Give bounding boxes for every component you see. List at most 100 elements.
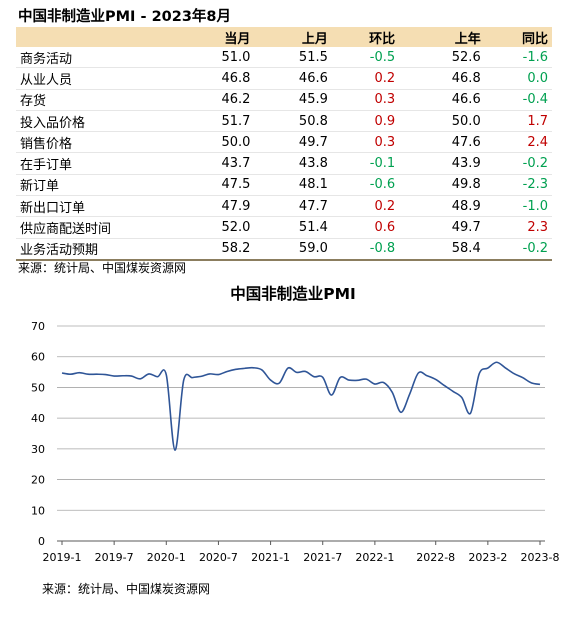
row-previous: 46.6 [254, 67, 332, 90]
table-row: 新订单 47.5 48.1 -0.6 49.8 -2.3 [16, 174, 552, 197]
x-tick-label: 2023-8 [521, 551, 560, 564]
row-name: 从业人员 [16, 67, 177, 90]
row-name: 销售价格 [16, 131, 177, 154]
row-previous: 51.5 [254, 47, 332, 69]
x-tick-label: 2022-8 [416, 551, 455, 564]
header-name [16, 27, 177, 47]
row-mom: 0.9 [331, 110, 400, 133]
row-mom: -0.8 [331, 238, 400, 261]
header-yoy: 同比 [484, 27, 552, 47]
y-tick-label: 20 [31, 474, 45, 487]
row-mom: -0.6 [331, 174, 400, 197]
row-yoy: -0.4 [484, 89, 552, 111]
table-header-row: 当月 上月 环比 上年 同比 [16, 27, 552, 47]
row-current: 50.0 [177, 131, 255, 154]
row-previous: 47.7 [254, 195, 332, 218]
row-mom: -0.1 [331, 152, 400, 175]
table-row: 投入品价格 51.7 50.8 0.9 50.0 1.7 [16, 110, 552, 133]
row-current: 58.2 [177, 238, 255, 261]
row-yoy: 2.3 [484, 216, 552, 239]
table-row: 供应商配送时间 52.0 51.4 0.6 49.7 2.3 [16, 216, 552, 239]
row-mom: 0.3 [331, 131, 400, 154]
chart-title: 中国非制造业PMI [230, 284, 356, 303]
row-current: 52.0 [177, 216, 255, 239]
row-mom: 0.3 [331, 89, 400, 111]
row-current: 46.8 [177, 67, 255, 90]
series-line [61, 361, 541, 451]
row-last-year: 43.9 [399, 152, 485, 175]
row-previous: 51.4 [254, 216, 332, 239]
row-name: 投入品价格 [16, 110, 177, 133]
x-tick-label: 2021-7 [303, 551, 342, 564]
row-previous: 48.1 [254, 174, 332, 197]
header-previous: 上月 [254, 27, 332, 47]
row-yoy: -1.6 [484, 47, 552, 69]
row-previous: 59.0 [254, 238, 332, 261]
row-name: 新出口订单 [16, 195, 177, 218]
header-current: 当月 [177, 27, 255, 47]
pmi-table: 当月 上月 环比 上年 同比 商务活动 51.0 51.5 -0.5 52.6 -1.6 从… [16, 27, 552, 261]
table-row: 存货 46.2 45.9 0.3 46.6 -0.4 [16, 89, 552, 111]
source-note-top: 来源：统计局、中国煤炭资源网 [18, 261, 187, 275]
row-last-year: 58.4 [399, 238, 485, 261]
row-last-year: 49.7 [399, 216, 485, 239]
table-row: 销售价格 50.0 49.7 0.3 47.6 2.4 [16, 131, 552, 154]
row-last-year: 50.0 [399, 110, 485, 133]
x-tick-label: 2022-1 [355, 551, 394, 564]
row-yoy: 2.4 [484, 131, 552, 154]
row-last-year: 46.8 [399, 67, 485, 90]
row-name: 商务活动 [16, 47, 177, 69]
row-yoy: -2.3 [484, 174, 552, 197]
page-title: 中国非制造业PMI - 2023年8月 [18, 9, 232, 25]
row-yoy: 0.0 [484, 67, 552, 90]
row-previous: 50.8 [254, 110, 332, 133]
row-mom: -0.5 [331, 47, 400, 69]
table-row: 商务活动 51.0 51.5 -0.5 52.6 -1.6 [16, 47, 552, 69]
row-current: 51.0 [177, 47, 255, 69]
row-yoy: -1.0 [484, 195, 552, 218]
row-name: 存货 [16, 89, 177, 111]
row-mom: 0.2 [331, 195, 400, 218]
y-tick-label: 40 [31, 412, 45, 425]
header-mom: 环比 [331, 27, 400, 47]
row-name: 新订单 [16, 174, 177, 197]
row-current: 47.5 [177, 174, 255, 197]
y-tick-label: 10 [31, 504, 45, 517]
row-last-year: 49.8 [399, 174, 485, 197]
row-current: 47.9 [177, 195, 255, 218]
x-tick-label: 2020-1 [147, 551, 186, 564]
header-last-year: 上年 [399, 27, 485, 47]
row-name: 供应商配送时间 [16, 216, 177, 239]
row-yoy: -0.2 [484, 152, 552, 175]
row-name: 在手订单 [16, 152, 177, 175]
row-previous: 43.8 [254, 152, 332, 175]
table-row: 在手订单 43.7 43.8 -0.1 43.9 -0.2 [16, 152, 552, 175]
table-row: 业务活动预期 58.2 59.0 -0.8 58.4 -0.2 [16, 238, 552, 261]
row-current: 51.7 [177, 110, 255, 133]
table-row: 从业人员 46.8 46.6 0.2 46.8 0.0 [16, 67, 552, 90]
table-row: 新出口订单 47.9 47.7 0.2 48.9 -1.0 [16, 195, 552, 218]
x-tick-label: 2023-2 [468, 551, 507, 564]
y-tick-label: 0 [38, 535, 45, 548]
y-tick-label: 50 [31, 381, 45, 394]
y-tick-label: 60 [31, 351, 45, 364]
row-current: 43.7 [177, 152, 255, 175]
row-yoy: -0.2 [484, 238, 552, 261]
x-tick-label: 2019-7 [95, 551, 134, 564]
row-mom: 0.2 [331, 67, 400, 90]
row-previous: 49.7 [254, 131, 332, 154]
table-body: 商务活动 51.0 51.5 -0.5 52.6 -1.6 从业人员 46.8 46.6 0.2 4… [16, 47, 552, 261]
x-tick-label: 2021-1 [251, 551, 290, 564]
x-tick-label: 2019-1 [43, 551, 82, 564]
row-last-year: 52.6 [399, 47, 485, 69]
row-previous: 45.9 [254, 89, 332, 111]
row-name: 业务活动预期 [16, 238, 177, 261]
y-tick-label: 70 [31, 320, 45, 333]
row-last-year: 47.6 [399, 131, 485, 154]
row-last-year: 46.6 [399, 89, 485, 111]
row-current: 46.2 [177, 89, 255, 111]
y-tick-label: 30 [31, 443, 45, 456]
row-last-year: 48.9 [399, 195, 485, 218]
source-note-bottom: 来源：统计局、中国煤炭资源网 [42, 582, 211, 596]
